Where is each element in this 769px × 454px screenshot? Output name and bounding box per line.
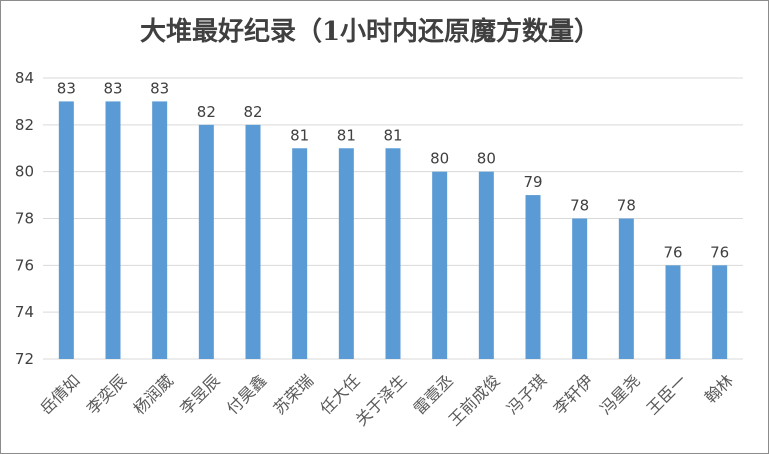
data-label: 82 [197,103,216,121]
y-tick-label: 82 [15,116,34,134]
data-label: 78 [570,197,589,215]
x-tick-label: 苏荣瑞 [270,371,317,418]
bar [152,101,168,360]
data-label: 83 [57,79,76,97]
data-label: 79 [523,173,542,191]
x-tick-label: 付昊鑫 [223,371,270,418]
bar [385,148,401,359]
x-tick-label: 关于泽生 [352,371,411,430]
x-tick-label: 冯星尧 [596,371,643,418]
y-tick-label: 72 [15,350,34,368]
bar [478,171,494,359]
data-label: 76 [710,243,729,261]
x-tick-label: 王臣一 [643,371,690,418]
bar [58,101,74,360]
bar [245,124,261,359]
bar-layer [58,101,728,360]
y-tick-label: 76 [15,256,34,274]
x-tick-label: 冯子琪 [503,371,550,418]
bar [198,124,214,359]
data-label: 78 [617,197,636,215]
y-tick-label: 80 [15,163,34,181]
bar [618,218,634,359]
data-label: 82 [243,103,262,121]
x-tick-label: 岳倩如 [36,371,83,418]
data-label: 76 [663,243,682,261]
data-label-layer: 83 83 83 82 82 81 81 81 80 80 79 78 78 76 76 [57,79,729,261]
x-tick-label: 翰林 [701,371,737,407]
y-tick-label: 84 [15,69,34,87]
data-label: 81 [337,126,356,144]
x-tick-label: 李奕辰 [83,371,130,418]
bar [292,148,308,359]
bar [525,195,541,359]
x-tick-label: 李昱辰 [176,371,223,418]
data-label: 81 [290,126,309,144]
y-tick-label: 74 [15,303,34,321]
data-label: 83 [103,79,122,97]
chart-title: 大堆最好纪录（1小时内还原魔方数量） [140,16,600,47]
x-tick-label: 杨润葳 [130,371,177,418]
bar [105,101,121,360]
y-axis: 72 74 76 78 80 82 84 [15,69,34,368]
data-label: 81 [383,126,402,144]
data-label: 83 [150,79,169,97]
bar [432,171,448,359]
bar [338,148,354,359]
x-tick-label: 李轩伊 [550,371,597,418]
data-label: 80 [430,150,449,168]
bar [665,265,681,359]
bar [712,265,728,359]
y-tick-label: 78 [15,210,34,228]
data-label: 80 [477,150,496,168]
x-tick-label: 王前成俊 [445,371,504,430]
bar [572,218,588,359]
